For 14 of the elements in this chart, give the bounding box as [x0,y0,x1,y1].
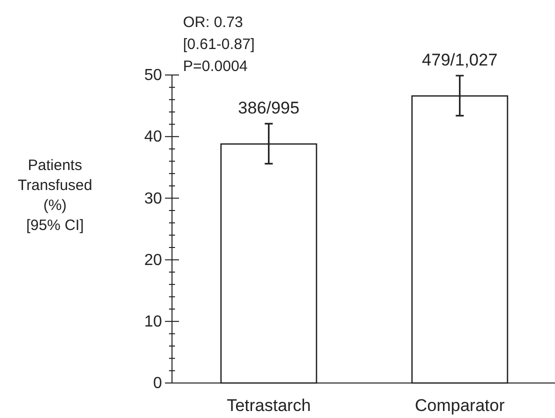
y-tick-label: 20 [144,252,162,269]
data-label: 386/995 [238,98,300,118]
data-label: 479/1,027 [422,50,498,70]
x-tick-label: Comparator [414,396,505,416]
text: [0.61-0.87] [183,36,255,53]
x-tick-label: Tetrastarch [226,396,311,416]
y-tick-label: 40 [144,128,162,146]
y-tick-label: 50 [144,67,162,84]
y-tick-label: 10 [144,314,162,331]
annotation: P=0.0004 [183,58,248,75]
text: OR: 0.73 [183,14,244,31]
y-tick-label: 0 [153,375,162,392]
y-tick-label: 30 [144,190,162,208]
y-axis-title: Patients Transfused (%) [95% CI] [18,157,92,234]
